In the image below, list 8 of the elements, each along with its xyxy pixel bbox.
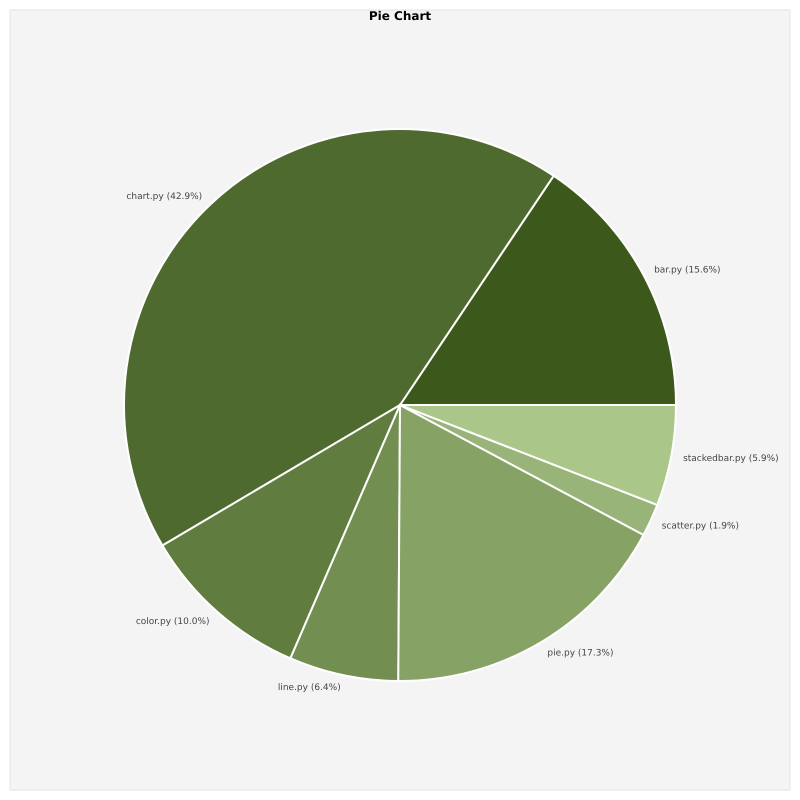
slice-label: line.py (6.4%) — [278, 682, 341, 693]
slice-label: chart.py (42.9%) — [126, 192, 202, 202]
slice-label: color.py (10.0%) — [136, 617, 210, 628]
slice-label: pie.py (17.3%) — [547, 648, 614, 659]
chart-title: Pie Chart — [368, 9, 432, 23]
slice-label: stackedbar.py (5.9%) — [683, 454, 779, 464]
slice-label: scatter.py (1.9%) — [662, 521, 740, 532]
slice-label: bar.py (15.6%) — [654, 266, 721, 276]
